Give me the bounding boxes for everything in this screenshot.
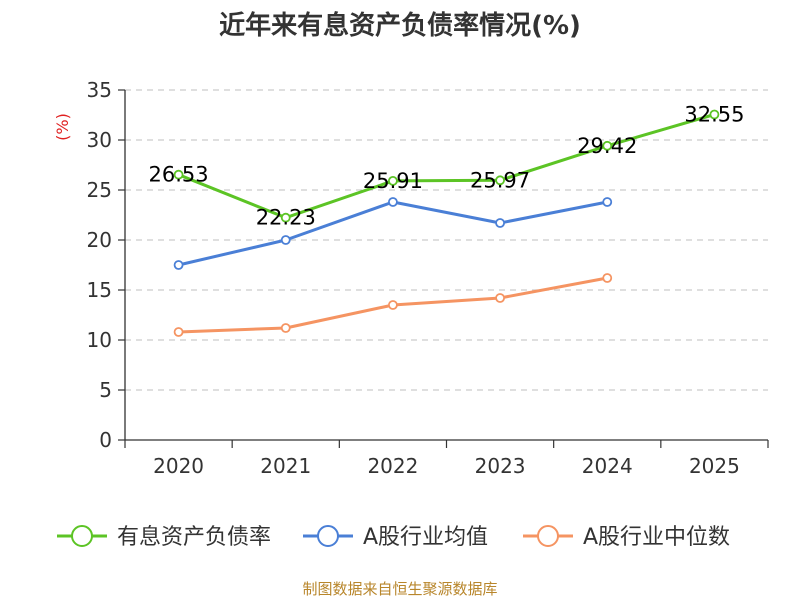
data-point — [495, 218, 505, 228]
x-tick-label: 2021 — [260, 454, 311, 478]
data-labels: 26.53 22.23 25.91 25.97 29.42 32.55 — [149, 103, 745, 230]
series-line — [178, 113, 715, 220]
data-point — [280, 235, 291, 245]
x-tick-label: 2023 — [475, 454, 526, 478]
data-point — [602, 273, 613, 283]
data-point — [173, 327, 184, 337]
data-point — [388, 175, 398, 186]
chart-title: 近年来有息资产负债率情况(%) — [219, 10, 581, 41]
data-point — [280, 212, 291, 223]
data-point — [495, 293, 505, 303]
legend-label: 有息资产负债率 — [117, 525, 271, 550]
data-point — [709, 109, 720, 120]
data-point — [388, 300, 398, 310]
data-point — [388, 197, 398, 207]
data-label: 29.42 — [577, 134, 637, 158]
series-group — [173, 109, 720, 337]
data-label: 32.55 — [684, 103, 744, 127]
data-point — [280, 323, 291, 333]
gridlines — [125, 89, 768, 391]
x-tick-label: 2024 — [582, 454, 633, 478]
data-point — [602, 197, 613, 207]
data-point — [173, 260, 184, 270]
data-point — [495, 175, 505, 186]
legend-label: A股行业中位数 — [583, 525, 730, 550]
y-tick-label: 35 — [87, 78, 112, 102]
y-tick-label: 0 — [99, 428, 112, 452]
legend-marker — [71, 525, 93, 547]
y-tick-label: 20 — [87, 228, 112, 252]
data-point — [602, 140, 613, 151]
x-tick-label: 2025 — [689, 454, 740, 478]
y-tick-label: 30 — [87, 128, 112, 152]
y-tick-label: 25 — [87, 178, 112, 202]
data-label: 25.91 — [363, 169, 423, 193]
series-line — [178, 200, 608, 267]
y-tick-label: 5 — [99, 378, 112, 402]
legend-marker — [317, 525, 339, 547]
source-note: 制图数据来自恒生聚源数据库 — [302, 580, 497, 598]
data-label: 22.23 — [256, 206, 316, 230]
y-tick-label: 10 — [87, 328, 112, 352]
legend-marker — [537, 525, 559, 547]
y-axis-label: (%) — [53, 113, 72, 141]
data-label: 25.97 — [470, 168, 530, 192]
x-tick-label: 2020 — [153, 454, 204, 478]
y-tick-label: 15 — [87, 278, 112, 302]
data-point — [173, 169, 184, 180]
data-label: 26.53 — [149, 163, 209, 187]
x-tick-label: 2022 — [367, 454, 418, 478]
legend: 有息资产负债率 A股行业均值 A股行业中位数 — [57, 525, 730, 550]
legend-label: A股行业均值 — [363, 525, 488, 550]
